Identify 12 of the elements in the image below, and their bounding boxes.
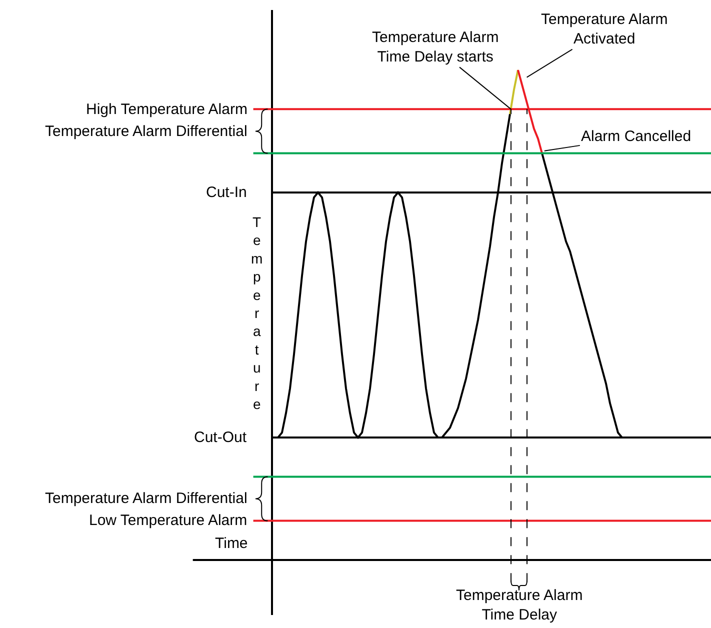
text: Temperature Alarm Differential (45, 123, 248, 140)
text: Temperature Alarm Time Delay starts (372, 29, 499, 66)
text: Temperature Alarm Time Delay (456, 587, 583, 624)
ref-line-label: Cut-In (206, 184, 247, 201)
annotation: Alarm Cancelled (581, 128, 692, 145)
x-axis-title: Time (215, 535, 248, 552)
ref-line-label: Low Temperature Alarm (89, 512, 248, 529)
text: Temperature Alarm Activated (541, 11, 668, 48)
ref-line-label: High Temperature Alarm (86, 101, 248, 118)
text: Temperature Alarm Differential (45, 490, 248, 507)
ref-line-label: Cut-Out (194, 429, 248, 446)
text: Temperature (251, 214, 263, 412)
